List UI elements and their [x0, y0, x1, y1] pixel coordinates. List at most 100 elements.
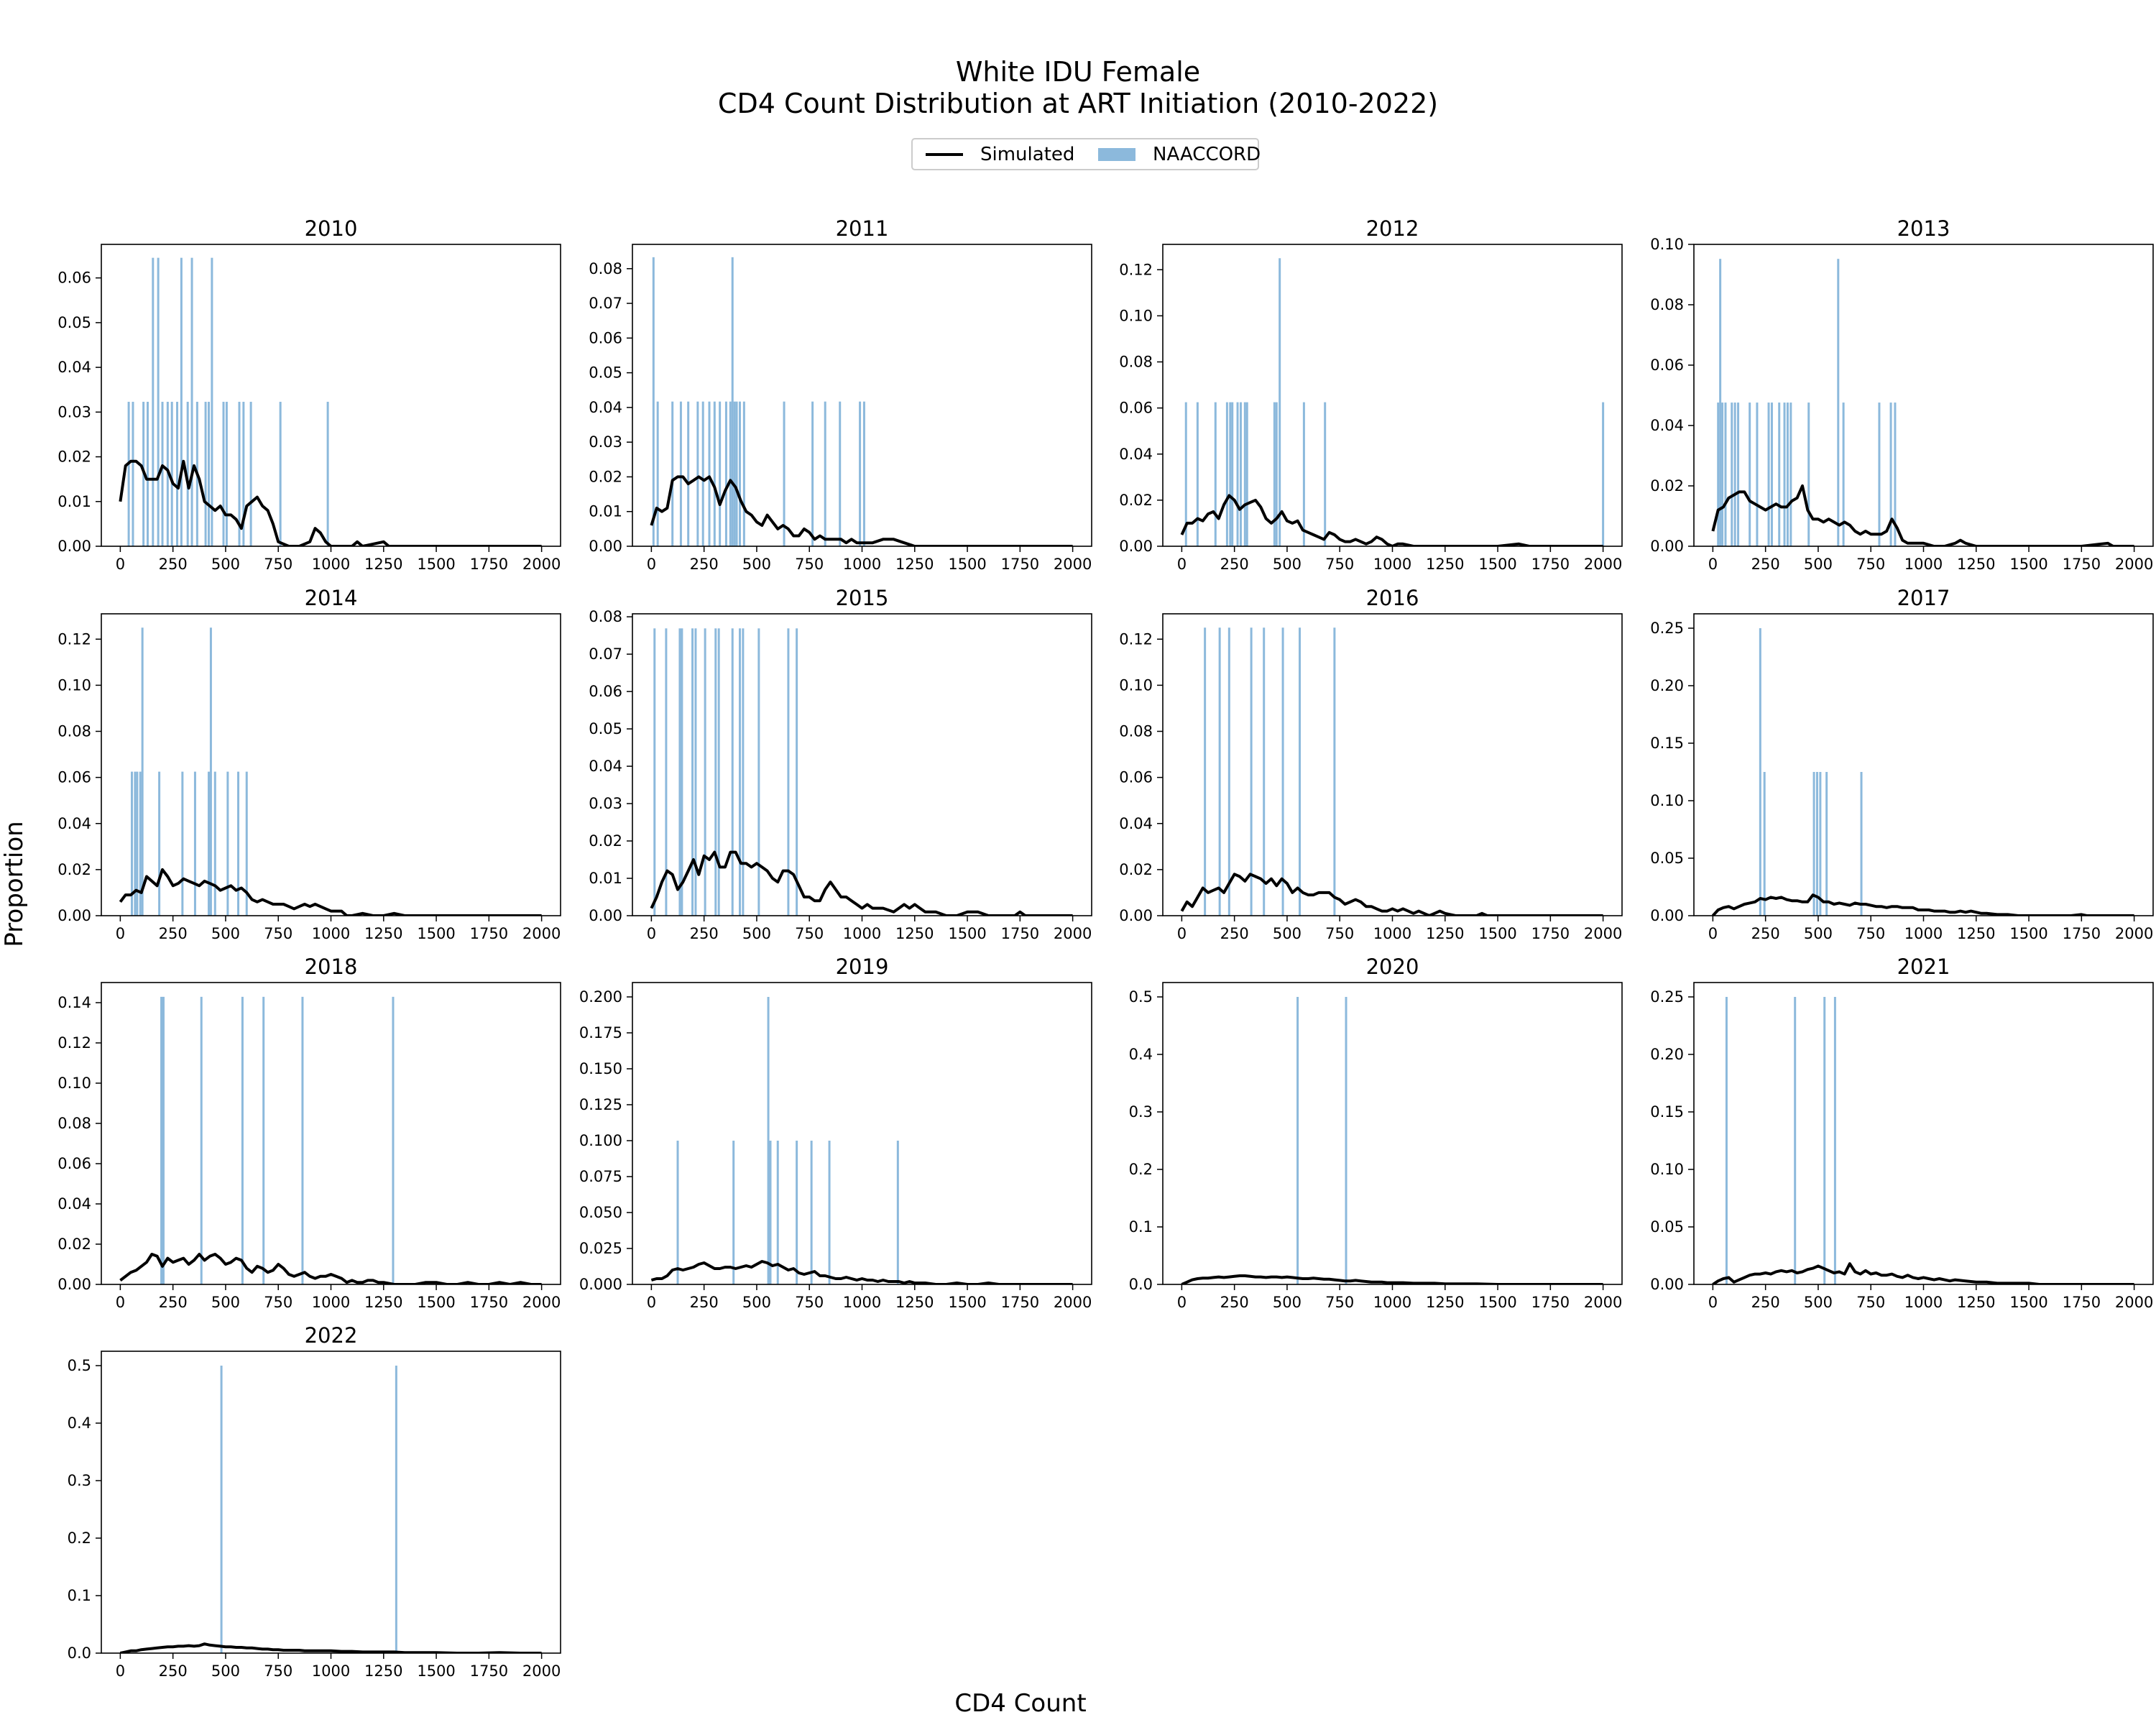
naaccord-bar [161, 402, 164, 546]
x-tick-label: 750 [1856, 556, 1885, 573]
y-tick-label: 0.00 [589, 907, 622, 924]
subplot-2012: 2012 0 250 500 750 1000 1250 1500 1750 2000 0.00 0.… [1119, 216, 1623, 573]
x-tick-label: 750 [795, 925, 824, 942]
legend-item-simulated: Simulated [926, 139, 1074, 169]
naaccord-bar [811, 401, 814, 546]
naaccord-bar [1823, 997, 1826, 1284]
naaccord-bars [220, 1366, 397, 1653]
x-tick-label: 750 [1325, 1294, 1354, 1311]
y-tick-label: 0.00 [1119, 907, 1153, 924]
x-tick-label: 1500 [417, 1662, 455, 1680]
y-tick-label: 0.14 [57, 994, 91, 1011]
y-tick-label: 0.08 [57, 1115, 91, 1132]
subplot-title: 2021 [1897, 954, 1950, 979]
naaccord-bars [127, 257, 329, 546]
x-tick-label: 1250 [895, 925, 934, 942]
naaccord-bar-swatch [1098, 147, 1135, 161]
x-tick-label: 2000 [522, 556, 561, 573]
x-tick-label: 1500 [417, 1294, 455, 1311]
naaccord-bar [190, 257, 193, 546]
y-tick-label: 0.04 [589, 758, 622, 775]
legend-item-naaccord: NAACCORD [1098, 139, 1261, 169]
plot-frame [632, 244, 1092, 547]
naaccord-bar [1725, 997, 1728, 1284]
naaccord-bar [733, 401, 736, 546]
naaccord-bar [1299, 627, 1302, 916]
subplot-2015: 2015 0 250 500 750 1000 1250 1500 1750 2000 0.00 0.… [589, 586, 1092, 942]
y-tick-label: 0.5 [1129, 988, 1153, 1006]
naaccord-bar [1273, 402, 1276, 546]
y-tick-label: 0.04 [57, 359, 91, 376]
y-tick-label: 0.150 [579, 1060, 622, 1077]
y-tick-label: 0.12 [57, 630, 91, 648]
x-tick-label: 1000 [1904, 925, 1943, 942]
simulated-line [119, 1253, 542, 1284]
naaccord-bar [671, 401, 674, 546]
x-tick-label: 750 [1325, 556, 1354, 573]
x-tick-label: 250 [690, 1294, 719, 1311]
naaccord-bar [1229, 402, 1232, 546]
simulated-line [119, 459, 542, 546]
y-tick-label: 0.02 [57, 861, 91, 878]
x-tick-label: 250 [1220, 1294, 1249, 1311]
y-tick-label: 0.03 [589, 795, 622, 812]
naaccord-bar [1602, 402, 1605, 546]
naaccord-bar [1812, 772, 1815, 916]
x-tick-label: 0 [1177, 925, 1187, 942]
y-tick-label: 0.100 [579, 1132, 622, 1149]
y-tick-label: 0.00 [57, 1276, 91, 1293]
subplot-title: 2017 [1897, 586, 1950, 610]
y-tick-label: 0.05 [589, 720, 622, 737]
naaccord-bar [1719, 259, 1722, 546]
x-tick-label: 750 [264, 1294, 292, 1311]
x-tick-label: 500 [1804, 1294, 1833, 1311]
naaccord-bar [676, 1141, 679, 1284]
naaccord-bar [237, 771, 240, 916]
y-tick-label: 0.12 [1119, 261, 1153, 278]
naaccord-bar [1184, 402, 1187, 546]
simulated-line [650, 850, 1073, 916]
naaccord-bar [222, 402, 225, 546]
naaccord-bar [1731, 402, 1733, 546]
naaccord-bar [1807, 402, 1810, 546]
naaccord-bar [245, 771, 248, 916]
y-tick-label: 0.10 [1119, 307, 1153, 324]
x-tick-label: 750 [264, 1662, 292, 1680]
y-tick-label: 0.10 [1650, 236, 1684, 253]
naaccord-bars [652, 257, 865, 546]
y-tick-label: 0.200 [579, 988, 622, 1006]
simulated-line [1711, 893, 2134, 916]
y-tick-label: 0.01 [589, 870, 622, 887]
y-tick-label: 0.10 [57, 1075, 91, 1092]
naaccord-bars [1759, 628, 1863, 916]
y-tick-label: 0.06 [57, 769, 91, 786]
x-tick-label: 250 [1220, 556, 1249, 573]
naaccord-bar [1279, 258, 1281, 546]
x-tick-label: 1500 [1478, 925, 1516, 942]
x-tick-label: 1500 [2009, 925, 2047, 942]
naaccord-bar [696, 401, 699, 546]
naaccord-bar [1767, 402, 1770, 546]
title-line-2: CD4 Count Distribution at ART Initiation… [717, 88, 1439, 119]
y-tick-label: 0.02 [1650, 477, 1684, 494]
naaccord-bar [1250, 627, 1253, 916]
legend-label-naaccord: NAACCORD [1153, 143, 1261, 165]
x-tick-label: 250 [1751, 1294, 1780, 1311]
naaccord-bar [1889, 402, 1892, 546]
x-tick-label: 250 [1751, 556, 1780, 573]
simulated-line [650, 475, 1073, 546]
x-tick-label: 1000 [1373, 925, 1411, 942]
x-tick-label: 2000 [522, 1294, 561, 1311]
x-tick-label: 1000 [1373, 556, 1411, 573]
y-tick-label: 0.12 [57, 1034, 91, 1052]
x-tick-label: 1000 [1904, 1294, 1943, 1311]
x-tick-label: 0 [1708, 556, 1718, 573]
y-tick-label: 0.0 [68, 1644, 91, 1662]
subplot-title: 2020 [1366, 954, 1419, 979]
y-tick-label: 0.06 [589, 329, 622, 346]
x-tick-label: 1000 [312, 556, 350, 573]
naaccord-bar [1296, 997, 1299, 1284]
simulated-line [1712, 1262, 2134, 1284]
y-tick-label: 0.06 [1119, 769, 1153, 786]
naaccord-bar [204, 402, 207, 546]
